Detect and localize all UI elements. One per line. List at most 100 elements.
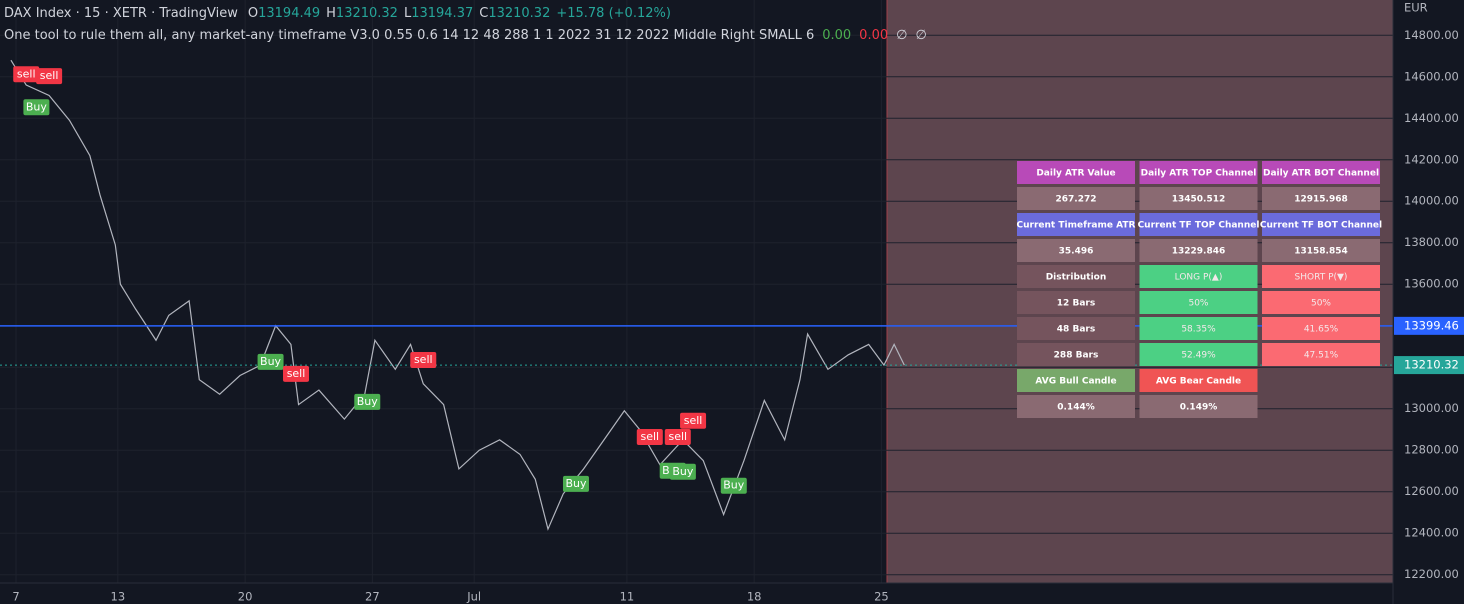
change: +15.78 (+0.12%) (556, 6, 671, 21)
x-tick-label: 27 (365, 590, 380, 604)
table-cell (1017, 161, 1135, 184)
table-cell (1262, 343, 1380, 366)
ohlc-value: 13210.32 (336, 6, 398, 21)
signal-label: sell (287, 367, 306, 380)
cell-text: 0.144% (1057, 403, 1095, 413)
table-cell (1139, 265, 1258, 288)
cell-text: 35.496 (1059, 247, 1094, 257)
header-line: DAX Index · 15 · XETR · TradingView O1319… (4, 6, 671, 21)
cell-text: Current TF TOP Channel (1138, 221, 1260, 231)
indicator-value: 0.00 (822, 28, 851, 43)
signal-marker (720, 477, 747, 494)
signal-label: sell (414, 353, 433, 366)
cell-text: 12 Bars (1057, 299, 1095, 309)
signal-marker (669, 463, 696, 480)
currency: EUR (1404, 1, 1428, 15)
signal-marker (410, 351, 437, 368)
signal-marker (13, 66, 40, 83)
price-tag (1394, 316, 1464, 335)
table-cell (1139, 187, 1258, 210)
signal-marker (562, 475, 589, 492)
signal-marker (23, 99, 50, 116)
table-cell (1017, 291, 1135, 314)
x-tick-label: 7 (12, 590, 19, 604)
table-cell (1139, 395, 1258, 418)
table-cell (1017, 265, 1135, 288)
cell-text: 13158.854 (1294, 247, 1348, 257)
cell-text: Current Timeframe ATR (1017, 221, 1136, 231)
cell-text: 47.51% (1304, 351, 1339, 361)
table-cell (1017, 239, 1135, 262)
table-cell (1017, 369, 1135, 392)
y-tick-label: 13000.00 (1404, 401, 1459, 415)
y-tick-label: 13600.00 (1404, 277, 1459, 291)
ohlc-key: H (326, 6, 336, 21)
cell-text: SHORT P(▼) (1295, 273, 1348, 283)
price-tag-label: 13210.32 (1404, 358, 1459, 372)
cell-text: 52.49% (1181, 351, 1216, 361)
signal-label: Buy (260, 355, 282, 368)
ohlc-key: L (404, 6, 412, 21)
cell-text: 50% (1311, 299, 1331, 309)
indicator-value: ∅ (896, 28, 907, 43)
signal-label: sell (17, 67, 36, 80)
table-cell (1017, 187, 1135, 210)
y-tick-label: 14400.00 (1404, 111, 1459, 125)
table-cell (1017, 213, 1135, 236)
table-cell (1262, 265, 1380, 288)
table-cell (1139, 343, 1258, 366)
table-cell (1262, 161, 1380, 184)
cell-text: AVG Bear Candle (1156, 377, 1241, 387)
cell-text: Daily ATR BOT Channel (1263, 169, 1379, 179)
table-cell (1017, 317, 1135, 340)
ohlc-value: 13194.49 (258, 6, 320, 21)
cell-text: AVG Bull Candle (1035, 377, 1116, 387)
y-tick-label: 14800.00 (1404, 28, 1459, 42)
signal-label: Buy (357, 395, 379, 408)
y-tick-label: 14200.00 (1404, 152, 1459, 166)
indicator-value: ∅ (915, 28, 926, 43)
x-tick-label: 11 (620, 590, 635, 604)
table-cell (1262, 239, 1380, 262)
table-cell (1262, 187, 1380, 210)
table-cell (1017, 343, 1135, 366)
cell-text: 48 Bars (1057, 325, 1095, 335)
signal-marker (257, 353, 284, 370)
signal-label: sell (684, 414, 703, 427)
x-tick-label: Jul (466, 590, 481, 604)
y-tick-label: 12800.00 (1404, 443, 1459, 457)
table-cell (1262, 213, 1380, 236)
indicator: One tool to rule them all, any market-an… (4, 28, 814, 43)
ohlc-key: O (248, 6, 258, 21)
indicator-line: One tool to rule them all, any market-an… (4, 28, 927, 43)
signal-label: sell (668, 430, 687, 443)
signal-marker (36, 68, 63, 85)
signal-label: sell (40, 69, 59, 82)
table-cell (1139, 317, 1258, 340)
ohlc-value: 13210.32 (488, 6, 550, 21)
cell-text: LONG P(▲) (1175, 273, 1223, 283)
signal-label: Buy (672, 465, 694, 478)
price-tag-label: 13399.46 (1404, 318, 1459, 332)
cell-text: 12915.968 (1294, 195, 1348, 205)
signal-marker (664, 428, 691, 445)
x-tick-label: 25 (874, 590, 889, 604)
x-tick-label: 18 (747, 590, 762, 604)
cell-text: Current TF BOT Channel (1260, 221, 1382, 231)
cell-text: 13450.512 (1172, 195, 1226, 205)
x-tick-label: 13 (111, 590, 126, 604)
cell-text: Daily ATR Value (1036, 169, 1115, 179)
signal-marker (283, 365, 310, 382)
signal-label: Buy (565, 477, 587, 490)
symbol: DAX Index · 15 · XETR · TradingView (4, 6, 238, 21)
cell-text: 267.272 (1056, 195, 1097, 205)
ohlc-value: 13194.37 (411, 6, 473, 21)
signal-label: Buy (723, 479, 745, 492)
table-cell (1139, 213, 1258, 236)
table-cell (1262, 317, 1380, 340)
y-tick-label: 12600.00 (1404, 484, 1459, 498)
y-tick-label: 12200.00 (1404, 567, 1459, 581)
cell-text: 58.35% (1181, 325, 1216, 335)
cell-text: 41.65% (1304, 325, 1339, 335)
